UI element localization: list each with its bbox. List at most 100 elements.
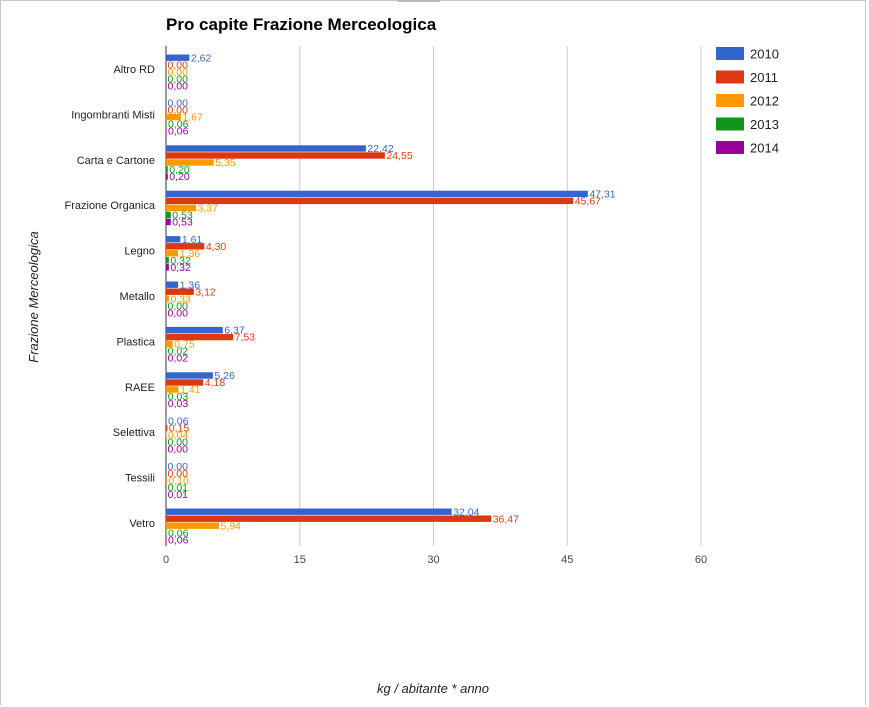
category-label: Plastica (116, 336, 155, 348)
bar (166, 159, 214, 166)
x-tick-label: 60 (695, 554, 707, 566)
data-label: 1,67 (182, 112, 203, 124)
data-label: 0,20 (169, 164, 190, 176)
bar (166, 417, 167, 425)
bar (166, 288, 194, 295)
data-label: 0,00 (168, 437, 189, 449)
legend-swatch (716, 70, 744, 84)
bar (166, 386, 179, 393)
bar (166, 113, 181, 121)
data-label: 0,06 (168, 126, 189, 138)
bar (166, 257, 169, 264)
data-label: 0,00 (168, 59, 189, 71)
bar (166, 424, 168, 432)
bar (166, 127, 167, 135)
data-label: 0,00 (168, 73, 189, 85)
category-label: Carta e Cartone (77, 155, 155, 167)
bar (166, 295, 169, 302)
data-label: 0,00 (168, 105, 189, 117)
category-label: Selettiva (113, 427, 156, 439)
legend-label: 2010 (750, 47, 779, 62)
grid-lines (165, 46, 702, 546)
legend-label: 2013 (750, 117, 779, 132)
category-label: Ingombranti Misti (71, 109, 155, 121)
data-label: 2,62 (191, 52, 212, 64)
data-label: 22,42 (367, 143, 393, 155)
x-axis-title: kg / abitante * anno (377, 681, 489, 696)
data-label: 0,01 (168, 482, 189, 494)
data-label: 4,30 (206, 241, 227, 253)
data-label: 0,32 (170, 262, 191, 274)
bar (166, 333, 234, 341)
data-label: 0,06 (168, 527, 189, 539)
data-label: 5,26 (214, 370, 235, 382)
data-label: 0,00 (168, 98, 189, 110)
data-label: 1,36 (180, 279, 201, 291)
data-label: 1,41 (180, 384, 201, 396)
legend: 2010 2011 2012 2013 2014 (716, 47, 779, 156)
bar (166, 197, 574, 205)
legend-swatch (716, 94, 744, 107)
data-label: 0,00 (168, 300, 189, 312)
bar (166, 264, 169, 271)
legend-swatch (716, 47, 744, 60)
category-label: Metallo (120, 291, 155, 303)
bar (166, 326, 223, 334)
data-label: 0,20 (169, 171, 190, 183)
data-label: 0,00 (168, 468, 189, 480)
bar (166, 379, 204, 386)
bar (166, 145, 366, 152)
data-label: 0,00 (168, 461, 189, 473)
data-label: 0,04 (168, 430, 189, 442)
bars: 2,620,000,000,000,000,000,001,670,060,06… (166, 52, 616, 546)
top-handle (398, 0, 440, 2)
bar (166, 243, 205, 250)
data-label: 1,36 (180, 248, 201, 260)
bar (166, 236, 181, 243)
data-label: 0,06 (168, 534, 189, 546)
x-tick-labels: 0 15 30 45 60 (163, 554, 707, 566)
data-label: 45,67 (575, 196, 601, 208)
data-label: 3,12 (195, 286, 216, 298)
data-label: 0,15 (169, 423, 190, 435)
data-label: 4,18 (205, 377, 226, 389)
data-label: 0,03 (168, 398, 189, 410)
data-label: 32,04 (453, 506, 479, 518)
data-label: 0,06 (168, 119, 189, 131)
bar (166, 522, 219, 529)
x-tick-label: 15 (294, 554, 306, 566)
category-label: Tessili (125, 473, 155, 485)
bar (166, 515, 492, 522)
category-label: Vetro (129, 518, 155, 530)
legend-label: 2011 (750, 70, 778, 85)
category-label: Altro RD (113, 64, 155, 76)
data-label: 0,00 (168, 307, 189, 319)
category-label: Frazione Organica (65, 200, 156, 212)
bar (166, 211, 171, 219)
data-label: 0,00 (168, 80, 189, 92)
data-label: 24,55 (386, 150, 412, 162)
data-label: 3,37 (198, 203, 219, 215)
bar (166, 529, 167, 536)
data-label: 47,31 (589, 189, 615, 201)
bar (166, 120, 167, 128)
legend-swatch (716, 117, 744, 131)
x-tick-label: 45 (561, 554, 573, 566)
bar (166, 190, 588, 198)
legend-label: 2012 (750, 94, 779, 109)
category-label: RAEE (125, 382, 155, 394)
data-label: 0,06 (168, 416, 189, 428)
bar (166, 536, 167, 543)
data-label: 0,02 (168, 353, 189, 365)
chart-title: Pro capite Frazione Merceologica (166, 15, 437, 34)
data-label: 0,53 (172, 217, 193, 229)
data-label: 0,53 (172, 210, 193, 222)
bar (166, 204, 197, 212)
y-axis-title: Frazione Merceologica (26, 231, 41, 363)
data-label: 0,00 (168, 444, 189, 456)
x-tick-label: 30 (427, 554, 439, 566)
bar (166, 340, 173, 348)
data-label: 5,35 (215, 157, 236, 169)
data-label: 1,61 (182, 234, 203, 246)
